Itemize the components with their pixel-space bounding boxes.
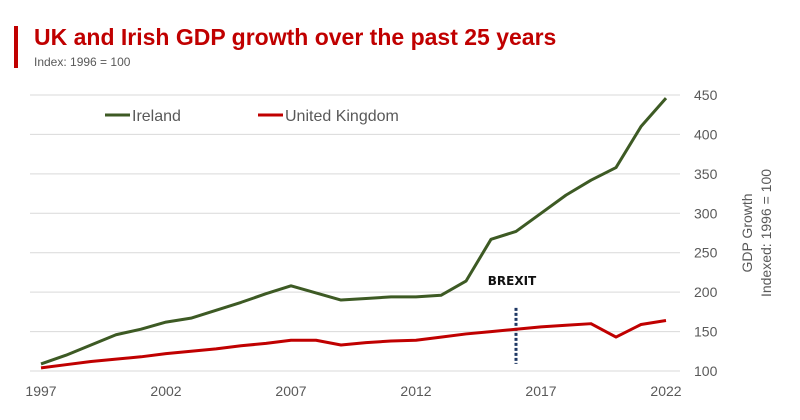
x-tick-label: 2007 [275, 383, 306, 399]
legend-label-0: Ireland [132, 108, 181, 125]
legend-label-1: United Kingdom [285, 108, 399, 125]
y-tick-label: 200 [694, 284, 718, 300]
y-tick-label: 100 [694, 363, 718, 379]
y-axis-title-line1: GDP Growth [739, 193, 755, 272]
x-tick-label: 2017 [525, 383, 556, 399]
y-tick-label: 150 [694, 324, 718, 340]
title-accent-bar [14, 26, 18, 68]
series-line-united-kingdom [40, 319, 667, 370]
x-tick-label: 1997 [25, 383, 56, 399]
series-line-ireland [40, 97, 668, 366]
brexit-label: BREXIT [488, 274, 537, 288]
chart-subtitle: Index: 1996 = 100 [34, 55, 131, 69]
x-tick-label: 2022 [650, 383, 681, 399]
y-axis-title-line2: Indexed: 1996 = 100 [758, 169, 774, 297]
y-tick-label: 350 [694, 166, 718, 182]
chart-title: UK and Irish GDP growth over the past 25… [34, 24, 557, 50]
y-tick-label: 450 [694, 87, 718, 103]
y-tick-label: 400 [694, 126, 718, 142]
x-tick-label: 2012 [400, 383, 431, 399]
y-tick-label: 300 [694, 205, 718, 221]
y-tick-label: 250 [694, 245, 718, 261]
x-tick-label: 2002 [150, 383, 181, 399]
